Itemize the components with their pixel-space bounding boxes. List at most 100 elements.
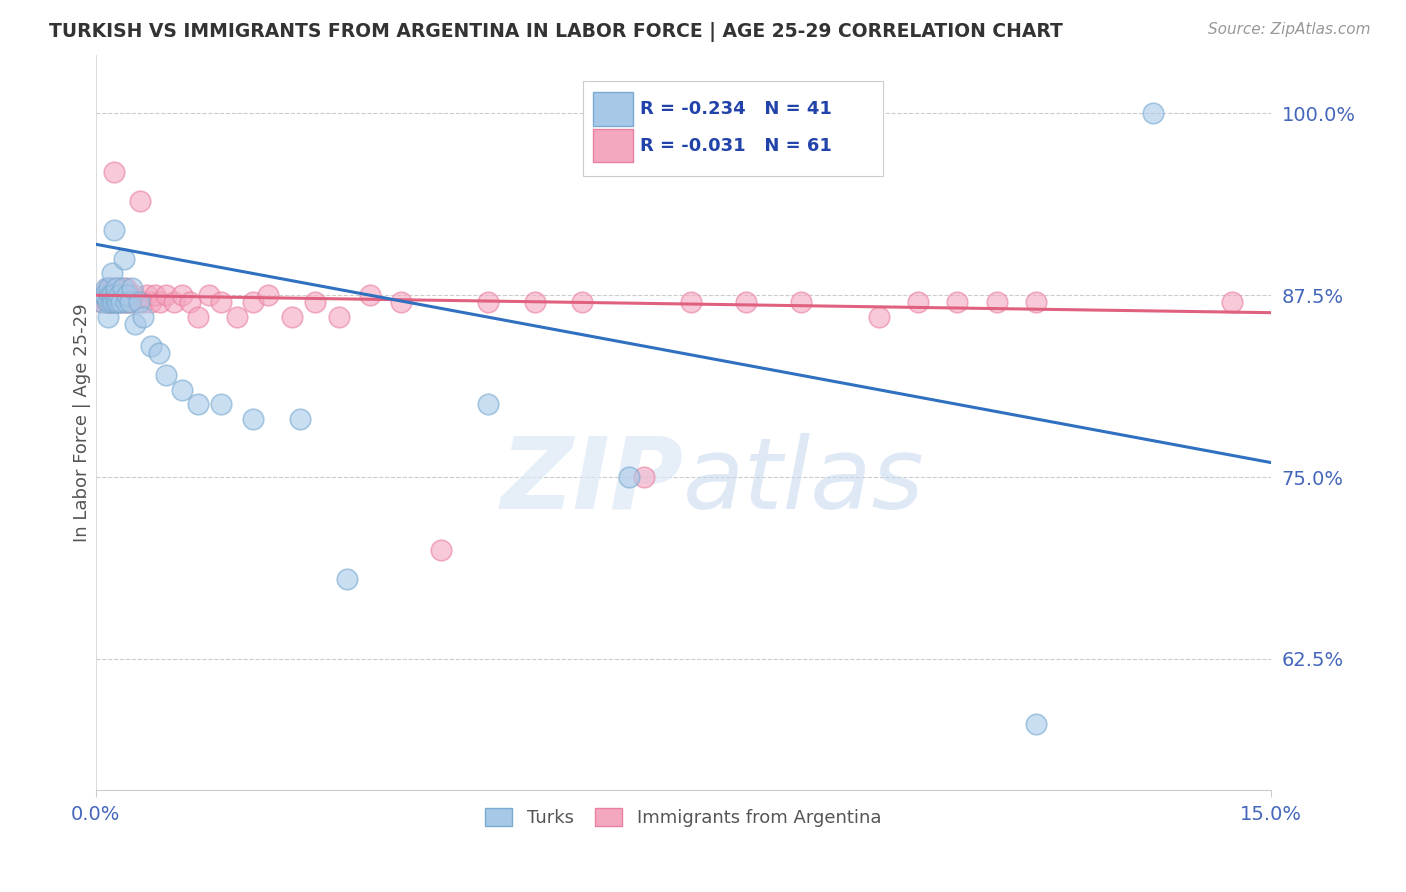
Point — [986, 295, 1008, 310]
Point — [111, 295, 134, 310]
Point — [477, 295, 499, 310]
Point — [735, 295, 758, 310]
Point — [120, 295, 142, 310]
Point — [242, 295, 264, 310]
Point — [94, 281, 117, 295]
Point — [104, 288, 127, 302]
Point — [118, 288, 141, 302]
Point — [114, 281, 136, 295]
Point — [389, 295, 412, 310]
Point — [429, 542, 451, 557]
Point — [328, 310, 350, 324]
Point — [100, 266, 122, 280]
Point — [163, 295, 186, 310]
Point — [103, 164, 125, 178]
Point — [105, 281, 128, 295]
Point — [132, 295, 155, 310]
Text: atlas: atlas — [683, 433, 925, 530]
FancyBboxPatch shape — [583, 81, 883, 177]
Point — [225, 310, 247, 324]
Text: R = -0.234   N = 41: R = -0.234 N = 41 — [640, 100, 832, 118]
Point — [110, 295, 132, 310]
Point — [477, 397, 499, 411]
Point — [172, 288, 194, 302]
Point — [1142, 106, 1164, 120]
Point — [187, 310, 209, 324]
Point — [101, 288, 124, 302]
Point — [97, 281, 120, 295]
Point — [359, 288, 381, 302]
Point — [91, 295, 114, 310]
Point — [101, 281, 124, 295]
Text: ZIP: ZIP — [501, 433, 683, 530]
Point — [121, 281, 143, 295]
Point — [172, 383, 194, 397]
Point — [633, 470, 655, 484]
Point — [107, 295, 129, 310]
Point — [907, 295, 929, 310]
Text: TURKISH VS IMMIGRANTS FROM ARGENTINA IN LABOR FORCE | AGE 25-29 CORRELATION CHAR: TURKISH VS IMMIGRANTS FROM ARGENTINA IN … — [49, 22, 1063, 42]
Point — [209, 397, 232, 411]
Point — [155, 368, 177, 383]
Point — [187, 397, 209, 411]
Point — [179, 295, 201, 310]
Point — [93, 288, 115, 302]
Point — [257, 288, 280, 302]
Point — [681, 295, 703, 310]
Point — [97, 295, 120, 310]
Point — [135, 288, 157, 302]
Point — [149, 295, 172, 310]
Point — [108, 295, 131, 310]
Point — [304, 295, 326, 310]
Point — [1025, 717, 1047, 731]
Point — [94, 288, 117, 302]
Point — [868, 310, 890, 324]
Text: Source: ZipAtlas.com: Source: ZipAtlas.com — [1208, 22, 1371, 37]
Point — [280, 310, 302, 324]
Point — [139, 339, 162, 353]
Point — [103, 223, 125, 237]
Point — [107, 281, 129, 295]
Point — [523, 295, 546, 310]
Point — [124, 318, 146, 332]
Point — [790, 295, 813, 310]
Point — [1025, 295, 1047, 310]
Point — [97, 295, 120, 310]
Point — [98, 288, 121, 302]
Point — [118, 295, 141, 310]
Point — [110, 288, 132, 302]
Point — [93, 288, 115, 302]
Point — [139, 295, 162, 310]
Point — [145, 288, 167, 302]
Point — [105, 295, 128, 310]
Point — [117, 288, 139, 302]
Point — [128, 194, 150, 208]
Point — [617, 470, 640, 484]
Point — [288, 412, 311, 426]
Point — [100, 295, 122, 310]
Point — [132, 310, 155, 324]
Point — [101, 295, 124, 310]
Point — [155, 288, 177, 302]
FancyBboxPatch shape — [593, 128, 633, 162]
Point — [111, 281, 134, 295]
Point — [946, 295, 969, 310]
FancyBboxPatch shape — [593, 92, 633, 126]
Point — [104, 288, 127, 302]
Point — [94, 295, 117, 310]
Point — [98, 295, 121, 310]
Point — [198, 288, 221, 302]
Text: R = -0.031   N = 61: R = -0.031 N = 61 — [640, 136, 832, 154]
Point — [112, 252, 135, 266]
Point — [108, 288, 131, 302]
Point — [335, 572, 357, 586]
Point — [209, 295, 232, 310]
Point — [98, 288, 121, 302]
Legend: Turks, Immigrants from Argentina: Turks, Immigrants from Argentina — [477, 798, 890, 836]
Point — [97, 310, 120, 324]
Point — [98, 281, 121, 295]
Point — [122, 288, 145, 302]
Point — [148, 346, 170, 360]
Point — [100, 288, 122, 302]
Point — [571, 295, 593, 310]
